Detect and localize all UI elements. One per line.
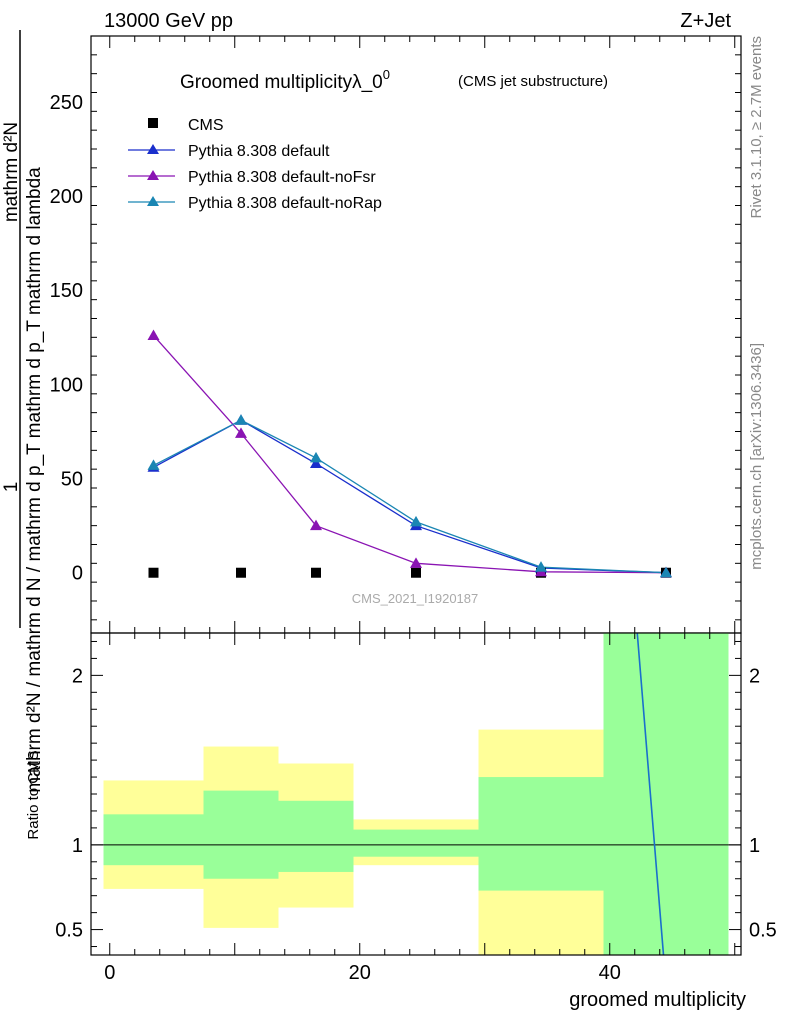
- y-label-denominator: mathrm d²N / mathrm d N / mathrm d p_T m…: [24, 167, 45, 793]
- legend-label-norap: Pythia 8.308 default-noRap: [188, 195, 382, 212]
- ratio-y-tick-label-right: 2: [749, 665, 760, 687]
- ratio-band-green: [278, 800, 354, 872]
- main-y-tick-label: 250: [50, 92, 83, 114]
- series-line-2: [153, 334, 667, 574]
- legend-label-default: Pythia 8.308 default: [188, 143, 330, 160]
- ratio-band-green: [103, 814, 204, 866]
- series-3-point: [660, 566, 672, 578]
- x-tick-label: 0: [104, 962, 115, 984]
- series-3-point: [310, 451, 322, 463]
- main-series: [147, 329, 672, 578]
- x-tick-label: 40: [599, 962, 621, 984]
- legend: CMS Pythia 8.308 default Pythia 8.308 de…: [128, 117, 382, 212]
- legend-marker-nofsr: [147, 170, 159, 180]
- series-3-point: [235, 414, 247, 425]
- y-label-numerator: mathrm d²N: [1, 122, 22, 222]
- series-2-point: [147, 329, 160, 340]
- ratio-series-line: [636, 632, 665, 956]
- ratio-band-green: [353, 829, 479, 857]
- y-label-one: 1: [1, 482, 22, 493]
- series-3-point: [410, 515, 422, 527]
- ratio-y-tick-label-right: 0.5: [749, 920, 777, 942]
- legend-marker-norap: [147, 196, 159, 206]
- plot-title: Groomed multiplicityλ_00: [180, 67, 390, 93]
- main-y-tick-label: 200: [50, 186, 83, 208]
- mcplots-label: mcplots.cern.ch [arXiv:1306.3436]: [748, 343, 765, 570]
- cms-data-point: [236, 567, 246, 578]
- ratio-y-label: Ratio to CMS: [25, 750, 42, 839]
- series-3-point: [147, 459, 160, 470]
- analysis-watermark: CMS_2021_I1920187: [352, 591, 479, 606]
- ratio-y-tick-labels: 0.5 0.5 1 1 2 2: [55, 665, 777, 941]
- series-3-point: [535, 561, 547, 572]
- main-y-tick-label: 100: [50, 374, 83, 396]
- legend-label-cms: CMS: [188, 117, 224, 134]
- series-line-3: [153, 419, 667, 574]
- series-2-point: [310, 519, 322, 531]
- main-y-label: 1 mathrm d²N mathrm d²N / mathrm d N / m…: [1, 30, 45, 793]
- ratio-band-green: [203, 790, 279, 879]
- main-ticks: [91, 36, 741, 633]
- ratio-bands: [103, 633, 729, 955]
- main-y-tick-labels: 0 50 100 150 200 250: [50, 92, 83, 585]
- legend-marker-cms: [148, 118, 158, 128]
- ratio-x-tick-labels: 0 20 40: [104, 962, 621, 984]
- ratio-lines: [636, 632, 665, 956]
- main-y-tick-label: 50: [61, 469, 83, 491]
- ratio-band-green: [603, 633, 729, 955]
- x-axis-label: groomed multiplicity: [569, 989, 746, 1011]
- ratio-band-green: [478, 777, 604, 891]
- header-left: 13000 GeV pp: [104, 10, 233, 32]
- series-line-1: [153, 419, 667, 574]
- series-1-point: [310, 457, 322, 469]
- ratio-y-tick-label-left: 1: [72, 835, 83, 857]
- legend-marker-default: [147, 144, 159, 154]
- plot-subtitle: (CMS jet substructure): [458, 73, 608, 90]
- main-y-tick-label: 150: [50, 280, 83, 302]
- legend-label-nofsr: Pythia 8.308 default-noFsr: [188, 169, 376, 186]
- cms-data-point: [311, 567, 321, 578]
- series-2-point: [410, 557, 422, 568]
- ratio-y-tick-label-left: 0.5: [55, 920, 83, 942]
- x-tick-label: 20: [349, 962, 371, 984]
- ratio-ticks: [91, 633, 741, 955]
- cms-data-point: [411, 567, 421, 578]
- rivet-label: Rivet 3.1.10, ≥ 2.7M events: [748, 36, 765, 219]
- series-2-point: [235, 427, 247, 438]
- header-right: Z+Jet: [680, 10, 731, 32]
- cms-data-point: [148, 567, 159, 578]
- main-y-tick-label: 0: [72, 563, 83, 585]
- ratio-y-tick-label-left: 2: [72, 665, 83, 687]
- ratio-y-tick-label-right: 1: [749, 835, 760, 857]
